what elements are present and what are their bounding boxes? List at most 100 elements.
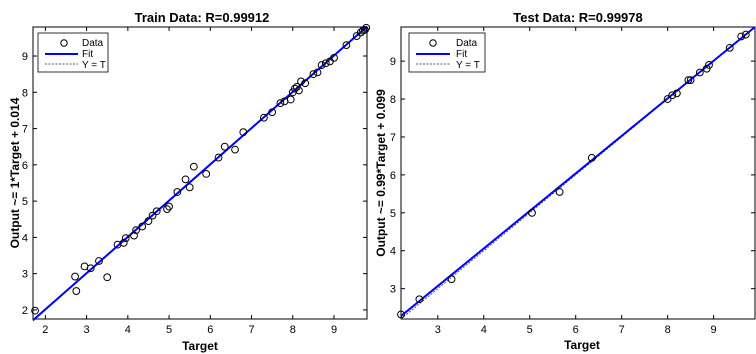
train-data-point <box>31 306 39 315</box>
test-chart: Test Data: R=0.99978 3 4 5 6 7 8 9 3 4 5 6 7 8 9 Tar… <box>374 10 756 352</box>
test-y-tick-label: 4 <box>390 246 396 258</box>
train-y-tick-label: 5 <box>22 196 28 208</box>
train-data-point <box>119 238 128 247</box>
train-data-point <box>181 175 190 184</box>
train-data-point <box>342 41 351 50</box>
test-x-tick-label: 4 <box>481 324 487 336</box>
test-y-tick-label: 9 <box>390 56 396 68</box>
train-data-point <box>71 272 79 281</box>
train-x-tick-label: 7 <box>248 324 254 336</box>
train-y-tick-label: 6 <box>22 160 28 172</box>
train-data-point <box>260 113 268 122</box>
train-data-point <box>313 68 322 77</box>
train-chart-title: Train Data: R=0.99912 <box>135 10 270 25</box>
train-data-point <box>220 142 229 151</box>
train-x-tick-label: 3 <box>84 324 90 336</box>
train-data-point <box>189 162 198 171</box>
train-y-tick-label: 9 <box>22 51 28 63</box>
train-legend-fit-label: Fit <box>82 49 93 60</box>
train-legend: Data Fit Y = T <box>37 32 109 73</box>
test-data-point <box>663 95 672 103</box>
test-legend-data-label: Data <box>456 38 478 49</box>
train-y-tick-label: 4 <box>22 232 28 244</box>
train-data-point <box>148 211 157 220</box>
test-points <box>397 30 750 319</box>
train-data-point <box>95 257 103 265</box>
train-data-point <box>317 61 326 69</box>
train-x-tick-label: 8 <box>290 324 296 336</box>
test-data-point <box>705 61 713 69</box>
test-data-point <box>702 64 711 73</box>
train-data-point <box>202 170 211 178</box>
test-data-point <box>415 295 424 304</box>
test-chart-title: Test Data: R=0.99978 <box>513 10 642 25</box>
test-y-tick-label: 3 <box>390 284 396 296</box>
test-data-point <box>555 188 564 196</box>
test-x-tick-label: 9 <box>711 324 717 336</box>
train-data-point <box>286 95 295 104</box>
train-x-tick-label: 2 <box>42 324 48 336</box>
test-data-point <box>695 68 704 77</box>
test-x-tick-label: 6 <box>573 324 579 336</box>
test-legend-data-marker <box>429 39 437 47</box>
test-data-point <box>741 30 750 39</box>
test-data-point <box>686 76 695 84</box>
train-y-tick-label: 7 <box>22 124 28 136</box>
train-data-point <box>321 59 330 68</box>
train-data-point <box>121 234 130 243</box>
train-data-point <box>138 222 147 231</box>
test-legend-fit-label: Fit <box>456 49 467 60</box>
test-x-tick-label: 8 <box>665 324 671 336</box>
train-legend-identity-label: Y = T <box>82 60 106 71</box>
train-data-point <box>301 79 310 88</box>
train-data-point <box>362 23 371 32</box>
train-data-point <box>276 99 285 108</box>
train-data-point <box>185 183 194 192</box>
test-y-tick-label: 8 <box>390 94 396 106</box>
test-legend-box <box>408 32 486 73</box>
test-x-axis-label: Target <box>564 338 600 352</box>
train-data-point <box>231 145 239 154</box>
train-x-axis-label: Target <box>182 339 218 353</box>
train-data-point <box>295 86 303 95</box>
test-x-tick-label: 5 <box>527 324 533 336</box>
train-x-ticks: 2 3 4 5 6 7 8 9 <box>42 27 337 336</box>
train-legend-data-marker <box>60 39 68 47</box>
train-x-tick-label: 9 <box>331 324 337 336</box>
test-x-ticks: 3 4 5 6 7 8 9 <box>435 27 717 336</box>
train-y-tick-label: 2 <box>22 305 28 317</box>
test-data-point <box>528 208 536 217</box>
train-data-point <box>86 264 95 273</box>
train-y-tick-label: 8 <box>22 87 28 99</box>
test-data-point <box>397 310 405 319</box>
train-data-point <box>297 77 305 86</box>
test-data-point <box>684 76 693 84</box>
train-data-point <box>239 128 248 137</box>
train-data-point <box>163 205 171 213</box>
train-x-tick-label: 6 <box>207 324 213 336</box>
train-data-point <box>103 273 112 282</box>
train-y-tick-label: 3 <box>22 269 28 281</box>
train-data-point <box>214 153 223 162</box>
train-data-point <box>268 108 277 117</box>
test-data-point <box>672 89 681 98</box>
test-data-point <box>587 153 596 162</box>
train-y-axis-label: Output ~= 1*Target + 0.014 <box>8 97 22 248</box>
train-legend-box <box>37 32 109 73</box>
train-data-point <box>152 207 161 216</box>
train-legend-data-label: Data <box>82 38 104 49</box>
train-x-tick-label: 4 <box>125 324 131 336</box>
train-data-point <box>361 26 369 34</box>
train-data-point <box>165 202 173 211</box>
test-y-tick-label: 6 <box>390 170 396 182</box>
test-x-tick-label: 3 <box>435 324 441 336</box>
train-data-point <box>290 84 299 93</box>
test-fit-line <box>400 26 756 317</box>
test-lines <box>400 26 756 320</box>
test-y-tick-label: 7 <box>390 132 396 144</box>
test-x-tick-label: 7 <box>619 324 625 336</box>
train-data-point <box>356 28 365 37</box>
train-data-point <box>173 188 182 196</box>
